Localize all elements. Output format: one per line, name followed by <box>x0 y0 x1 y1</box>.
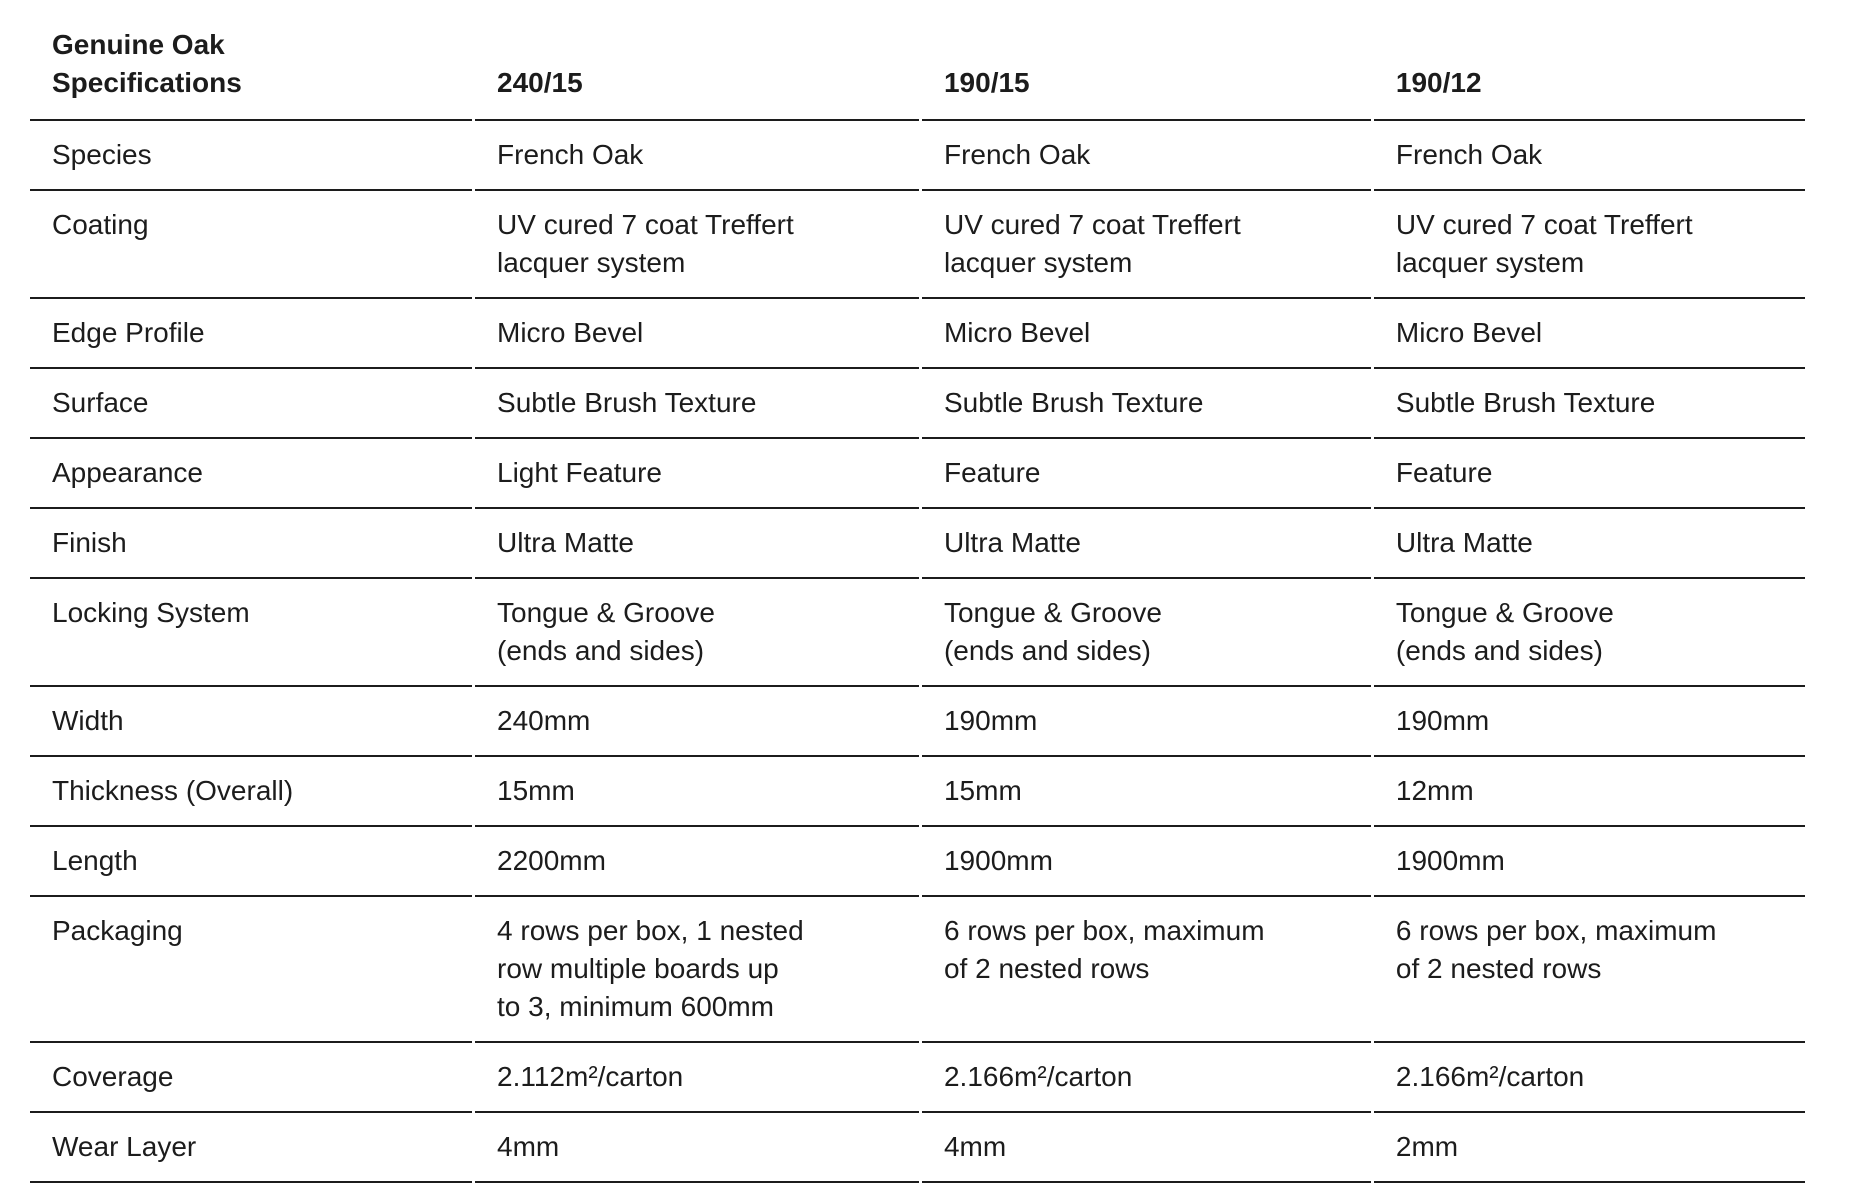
specifications-table: Genuine Oak Specifications 240/15 190/15… <box>27 20 1808 1183</box>
spec-row-label: Width <box>30 687 473 757</box>
table-row-appearance: Appearance Light Feature Feature Feature <box>30 439 1805 509</box>
spec-row-label: Wear Layer <box>30 1113 473 1183</box>
spec-cell: Ultra Matte <box>1373 509 1805 579</box>
spec-row-label: Coating <box>30 191 473 299</box>
spec-cell: 4 rows per box, 1 nested row multiple bo… <box>475 897 919 1043</box>
spec-cell: Subtle Brush Texture <box>1373 369 1805 439</box>
spec-cell: Feature <box>1373 439 1805 509</box>
spec-row-label: Packaging <box>30 897 473 1043</box>
spec-cell: 2.166m²/carton <box>921 1043 1371 1113</box>
spec-cell: 4mm <box>475 1113 919 1183</box>
spec-cell: Subtle Brush Texture <box>921 369 1371 439</box>
spec-row-label: Length <box>30 827 473 897</box>
table-row-coverage: Coverage 2.112m²/carton 2.166m²/carton 2… <box>30 1043 1805 1113</box>
table-row-packaging: Packaging 4 rows per box, 1 nested row m… <box>30 897 1805 1043</box>
spec-cell: 190mm <box>921 687 1371 757</box>
spec-cell: 12mm <box>1373 757 1805 827</box>
spec-cell: Micro Bevel <box>921 299 1371 369</box>
table-row-edge-profile: Edge Profile Micro Bevel Micro Bevel Mic… <box>30 299 1805 369</box>
spec-cell: Micro Bevel <box>475 299 919 369</box>
spec-cell: Micro Bevel <box>1373 299 1805 369</box>
column-header-190-15: 190/15 <box>921 20 1371 121</box>
table-row-width: Width 240mm 190mm 190mm <box>30 687 1805 757</box>
spec-row-label: Locking System <box>30 579 473 687</box>
table-row-coating: Coating UV cured 7 coat Treffert lacquer… <box>30 191 1805 299</box>
spec-cell: Tongue & Groove (ends and sides) <box>1373 579 1805 687</box>
spec-cell: Tongue & Groove (ends and sides) <box>475 579 919 687</box>
spec-cell: 2mm <box>1373 1113 1805 1183</box>
table-row-surface: Surface Subtle Brush Texture Subtle Brus… <box>30 369 1805 439</box>
table-row-locking-system: Locking System Tongue & Groove (ends and… <box>30 579 1805 687</box>
table-row-length: Length 2200mm 1900mm 1900mm <box>30 827 1805 897</box>
table-title: Genuine Oak Specifications <box>30 20 473 121</box>
spec-row-label: Thickness (Overall) <box>30 757 473 827</box>
spec-cell: Tongue & Groove (ends and sides) <box>921 579 1371 687</box>
spec-row-label: Appearance <box>30 439 473 509</box>
spec-cell: 15mm <box>475 757 919 827</box>
table-row-species: Species French Oak French Oak French Oak <box>30 121 1805 191</box>
spec-cell: 2.112m²/carton <box>475 1043 919 1113</box>
spec-row-label: Finish <box>30 509 473 579</box>
spec-row-label: Edge Profile <box>30 299 473 369</box>
spec-cell: 1900mm <box>1373 827 1805 897</box>
table-row-wear-layer: Wear Layer 4mm 4mm 2mm <box>30 1113 1805 1183</box>
spec-cell: UV cured 7 coat Treffert lacquer system <box>921 191 1371 299</box>
spec-cell: 2.166m²/carton <box>1373 1043 1805 1113</box>
spec-cell: French Oak <box>475 121 919 191</box>
spec-cell: 1900mm <box>921 827 1371 897</box>
spec-cell: 2200mm <box>475 827 919 897</box>
spec-cell: UV cured 7 coat Treffert lacquer system <box>1373 191 1805 299</box>
table-row-finish: Finish Ultra Matte Ultra Matte Ultra Mat… <box>30 509 1805 579</box>
spec-cell: 190mm <box>1373 687 1805 757</box>
spec-cell: French Oak <box>1373 121 1805 191</box>
spec-cell: 6 rows per box, maximum of 2 nested rows <box>921 897 1371 1043</box>
spec-cell: 4mm <box>921 1113 1371 1183</box>
spec-cell: UV cured 7 coat Treffert lacquer system <box>475 191 919 299</box>
column-header-240-15: 240/15 <box>475 20 919 121</box>
spec-cell: French Oak <box>921 121 1371 191</box>
spec-cell: Ultra Matte <box>475 509 919 579</box>
spec-cell: 15mm <box>921 757 1371 827</box>
header-row: Genuine Oak Specifications 240/15 190/15… <box>30 20 1805 121</box>
spec-cell: Feature <box>921 439 1371 509</box>
spec-cell: 240mm <box>475 687 919 757</box>
spec-cell: Ultra Matte <box>921 509 1371 579</box>
spec-row-label: Coverage <box>30 1043 473 1113</box>
spec-cell: Subtle Brush Texture <box>475 369 919 439</box>
spec-cell: 6 rows per box, maximum of 2 nested rows <box>1373 897 1805 1043</box>
table-row-thickness: Thickness (Overall) 15mm 15mm 12mm <box>30 757 1805 827</box>
column-header-190-12: 190/12 <box>1373 20 1805 121</box>
spec-row-label: Surface <box>30 369 473 439</box>
spec-cell: Light Feature <box>475 439 919 509</box>
spec-row-label: Species <box>30 121 473 191</box>
